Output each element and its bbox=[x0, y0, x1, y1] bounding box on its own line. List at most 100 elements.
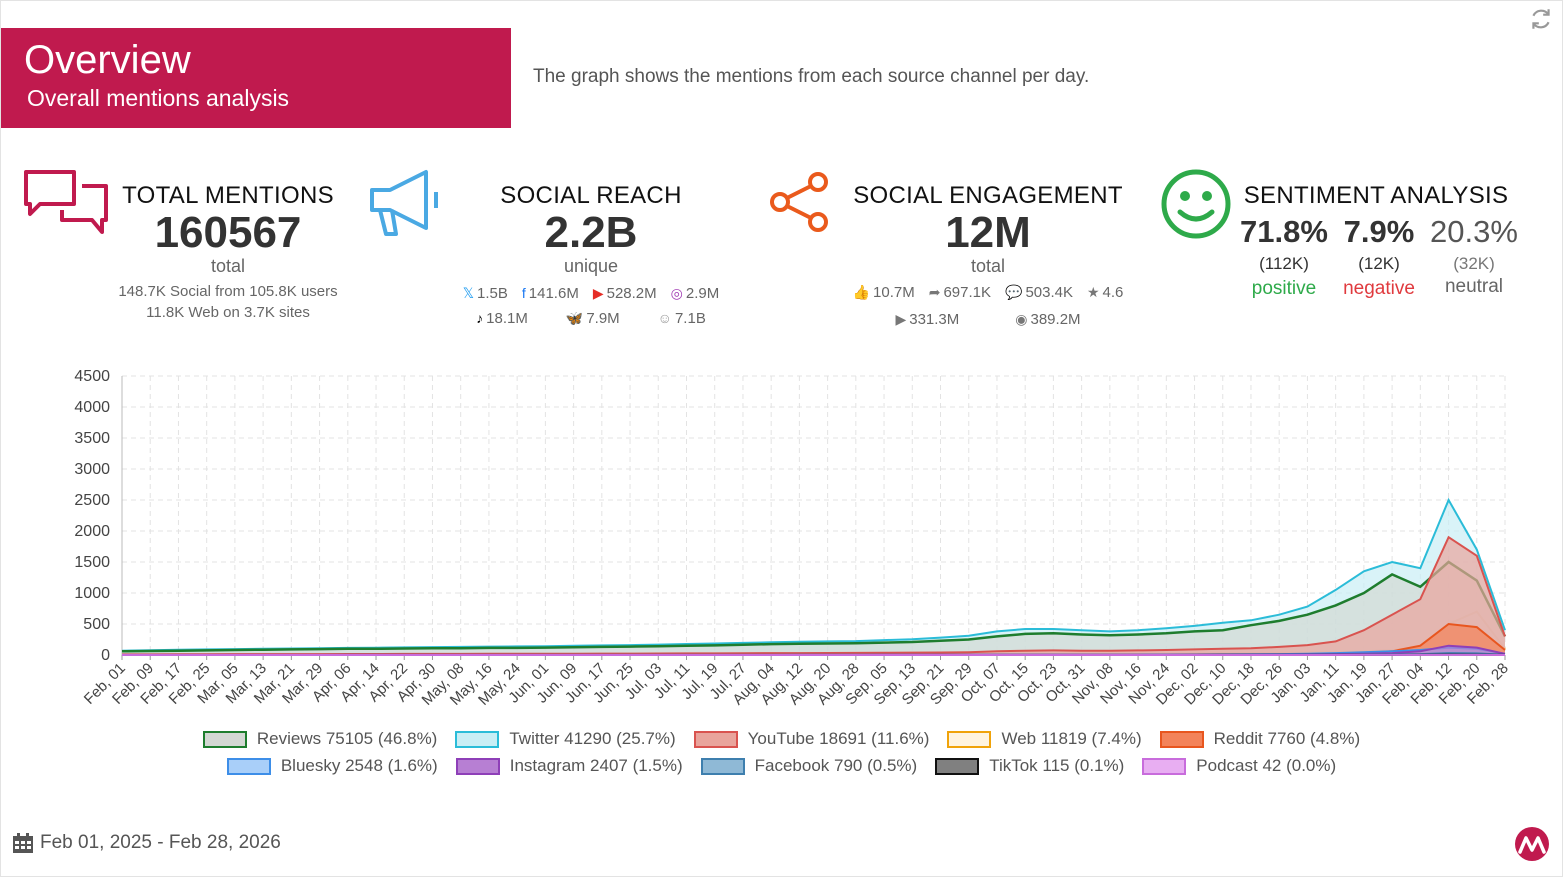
legend-label: Facebook 790 (0.5%) bbox=[754, 756, 918, 775]
metric-value: 18.1M bbox=[486, 310, 528, 327]
megaphone-icon bbox=[370, 170, 438, 236]
metric-play: ▶ 331.3M bbox=[895, 311, 959, 328]
comment-icon: 💬 bbox=[1005, 284, 1023, 300]
y-tick-label: 500 bbox=[83, 616, 110, 633]
refresh-icon[interactable] bbox=[1528, 6, 1554, 32]
metric-value: 7.9M bbox=[586, 310, 620, 327]
positive-label: positive bbox=[1251, 278, 1317, 299]
legend-item[interactable]: TikTok 115 (0.1%) bbox=[935, 756, 1124, 776]
social-reach-unit: unique bbox=[563, 256, 619, 276]
legend-swatch bbox=[455, 757, 500, 775]
play-icon: ▶ bbox=[895, 311, 907, 327]
web-sites-line: 11.8K Web on 3.7K sites bbox=[146, 304, 310, 321]
legend-label: Reviews 75105 (46.8%) bbox=[256, 729, 438, 748]
mentions-area-chart: 050010001500200025003000350040004500Feb,… bbox=[74, 368, 1511, 709]
engagement-row-2: ▶ 331.3M ◉ 389.2M bbox=[836, 311, 1140, 328]
metric-comment: 💬 503.4K bbox=[1005, 284, 1073, 301]
legend-label: Bluesky 2548 (1.6%) bbox=[280, 756, 438, 775]
like-icon: 👍 bbox=[852, 284, 871, 300]
metric-value: 528.2M bbox=[606, 285, 657, 302]
legend-item[interactable]: Facebook 790 (0.5%) bbox=[700, 756, 918, 776]
metric-value: 697.1K bbox=[943, 284, 991, 301]
facebook-icon: f bbox=[521, 285, 526, 301]
metric-like: 👍 10.7M bbox=[853, 284, 915, 301]
metric-star: ★ 4.6 bbox=[1087, 284, 1123, 301]
metric-x: 𝕏 1.5B bbox=[463, 285, 508, 302]
page-subtitle: Overall mentions analysis bbox=[27, 85, 290, 111]
metric-value: 4.6 bbox=[1102, 284, 1124, 301]
social-engagement-kpi: SOCIAL ENGAGEMENT 12M total bbox=[836, 182, 1140, 277]
metric-youtube: ▶ 528.2M bbox=[593, 285, 657, 302]
y-tick-label: 4000 bbox=[74, 399, 110, 416]
social-engagement-value: 12M bbox=[945, 208, 1031, 257]
legend-label: Twitter 41290 (25.7%) bbox=[509, 729, 676, 748]
metric-bluesky: 🦋 7.9M bbox=[566, 310, 620, 327]
metric-eye: ◉ 389.2M bbox=[1015, 311, 1080, 328]
legend-swatch bbox=[693, 730, 738, 748]
legend-swatch bbox=[1142, 757, 1187, 775]
podcast-icon: ☺ bbox=[657, 310, 672, 326]
legend-row-2: Bluesky 2548 (1.6%) Instagram 2407 (1.5%)… bbox=[0, 756, 1563, 776]
total-mentions-value: 160567 bbox=[154, 208, 302, 257]
total-mentions-title: TOTAL MENTIONS bbox=[122, 182, 334, 209]
eye-icon: ◉ bbox=[1015, 311, 1028, 327]
metric-value: 389.2M bbox=[1030, 311, 1081, 328]
positive-count: (112K) bbox=[1259, 254, 1309, 273]
engagement-row-1: 👍 10.7M ➦ 697.1K 💬 503.4K ★ 4.6 bbox=[836, 284, 1140, 301]
chat-bubbles-icon bbox=[24, 170, 108, 234]
metric-value: 141.6M bbox=[528, 285, 579, 302]
calendar-icon bbox=[13, 833, 33, 853]
metric-share: ➦ 697.1K bbox=[929, 284, 991, 301]
social-reach-value: 2.2B bbox=[544, 208, 638, 257]
legend-swatch bbox=[202, 730, 247, 748]
social-engagement-unit: total bbox=[970, 256, 1006, 276]
date-range-text: Feb 01, 2025 - Feb 28, 2026 bbox=[40, 832, 281, 853]
total-mentions-unit: total bbox=[210, 256, 246, 276]
metric-value: 10.7M bbox=[873, 284, 915, 301]
sentiment-positive: 71.8% (112K) positive bbox=[1234, 214, 1334, 300]
bluesky-icon: 🦋 bbox=[565, 310, 584, 326]
reach-row-1: 𝕏 1.5B f 141.6M ▶ 528.2M ◎ 2.9M bbox=[440, 285, 742, 302]
social-reach-title: SOCIAL REACH bbox=[500, 182, 682, 209]
series-line-0 bbox=[121, 560, 1507, 653]
instagram-icon: ◎ bbox=[670, 285, 683, 301]
negative-count: (12K) bbox=[1358, 254, 1400, 273]
metric-value: 1.5B bbox=[477, 285, 508, 302]
legend-label: Instagram 2407 (1.5%) bbox=[509, 756, 683, 775]
youtube-icon: ▶ bbox=[592, 285, 604, 301]
y-tick-label: 3000 bbox=[74, 461, 110, 478]
legend-item[interactable]: Bluesky 2548 (1.6%) bbox=[226, 756, 438, 776]
legend-item[interactable]: Twitter 41290 (25.7%) bbox=[455, 729, 676, 749]
social-users-line: 148.7K Social from 105.8K users bbox=[118, 283, 338, 300]
sentiment-neutral: 20.3% (32K) neutral bbox=[1424, 214, 1524, 298]
legend-row-1: Reviews 75105 (46.8%) Twitter 41290 (25.7… bbox=[0, 729, 1563, 749]
brand-logo bbox=[1515, 827, 1549, 861]
sentiment-title: SENTIMENT ANALYSIS bbox=[1243, 182, 1509, 209]
legend-item[interactable]: Podcast 42 (0.0%) bbox=[1142, 756, 1336, 776]
metric-podcast: ☺ 7.1B bbox=[658, 310, 706, 327]
positive-percent: 71.8% bbox=[1240, 214, 1328, 249]
y-tick-label: 1500 bbox=[74, 554, 110, 571]
y-tick-label: 1000 bbox=[74, 585, 110, 602]
metric-value: 7.1B bbox=[674, 310, 706, 327]
metric-value: 503.4K bbox=[1025, 284, 1073, 301]
legend-item[interactable]: Instagram 2407 (1.5%) bbox=[455, 756, 683, 776]
legend-item[interactable]: Reviews 75105 (46.8%) bbox=[202, 729, 438, 749]
legend-item[interactable]: Reddit 7760 (4.8%) bbox=[1159, 729, 1360, 749]
legend-item[interactable]: YouTube 18691 (11.6%) bbox=[693, 729, 930, 749]
legend-item[interactable]: Web 11819 (7.4%) bbox=[947, 729, 1142, 749]
legend-swatch bbox=[947, 730, 992, 748]
reach-row-2: ♪ 18.1M 🦋 7.9M ☺ 7.1B bbox=[440, 310, 742, 327]
legend-label: YouTube 18691 (11.6%) bbox=[747, 729, 930, 748]
social-engagement-title: SOCIAL ENGAGEMENT bbox=[853, 182, 1123, 209]
legend-swatch bbox=[700, 757, 745, 775]
date-range[interactable]: Feb 01, 2025 - Feb 28, 2026 bbox=[12, 832, 281, 854]
sentiment-kpi: SENTIMENT ANALYSIS bbox=[1238, 182, 1514, 210]
page-title: Overview bbox=[24, 38, 191, 82]
social-reach-kpi: SOCIAL REACH 2.2B unique 𝕏 1.5B f 141.6M ▶ 52… bbox=[440, 182, 742, 327]
legend-label: Web 11819 (7.4%) bbox=[1001, 729, 1142, 748]
legend-swatch bbox=[455, 730, 500, 748]
metric-tiktok: ♪ 18.1M bbox=[476, 310, 528, 327]
metric-instagram: ◎ 2.9M bbox=[671, 285, 720, 302]
overview-header: Overview Overall mentions analysis bbox=[1, 28, 511, 128]
